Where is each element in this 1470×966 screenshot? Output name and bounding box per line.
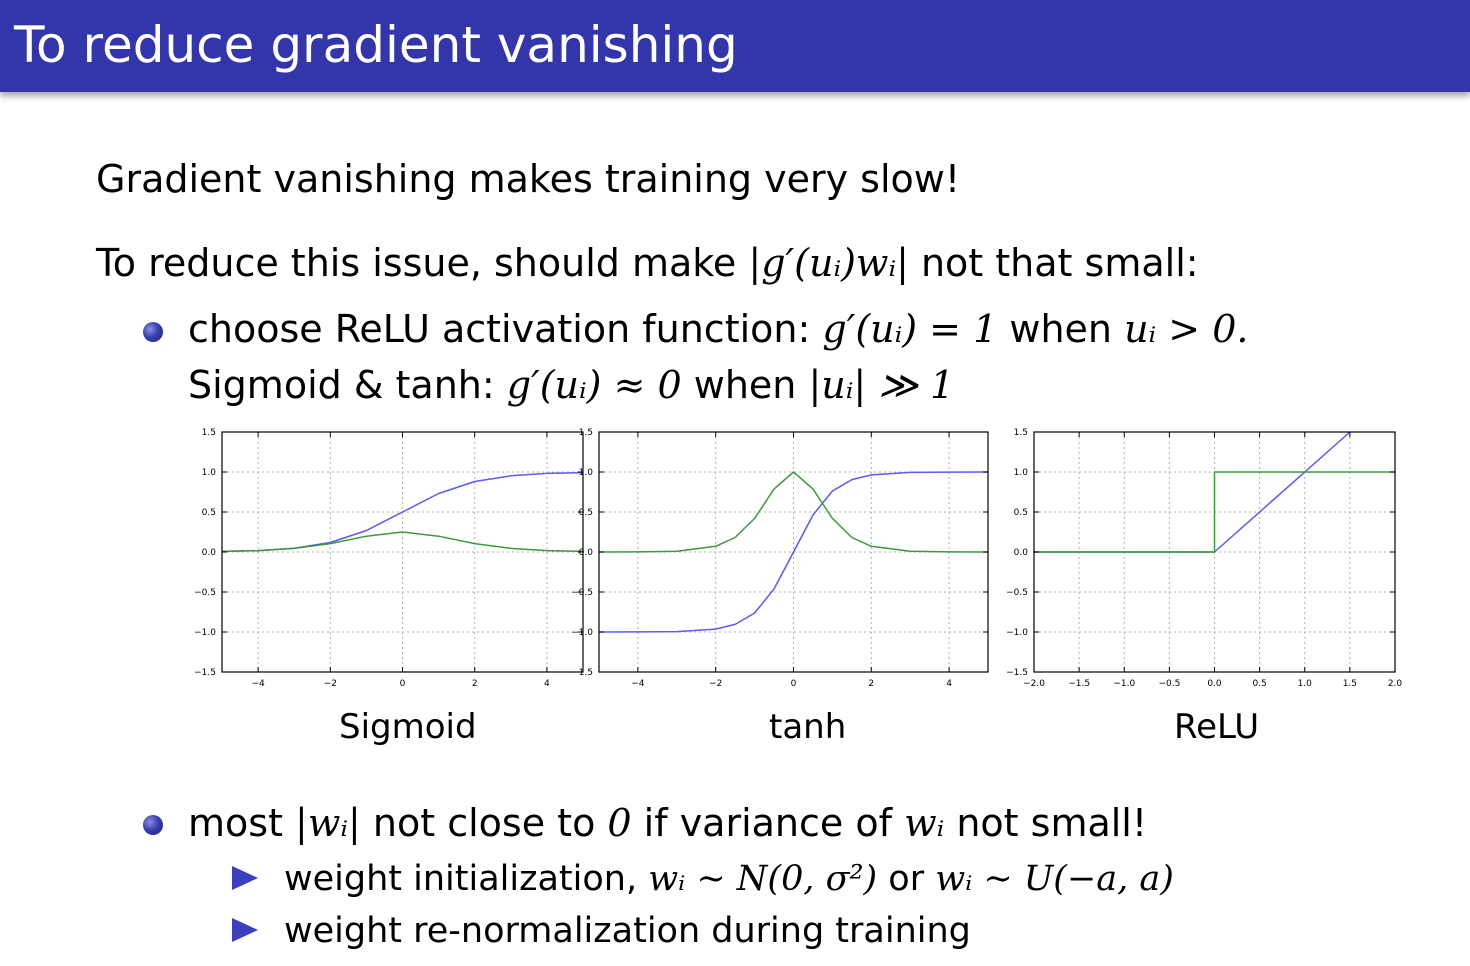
y-tick-label: 0.5 bbox=[202, 508, 216, 518]
y-tick-label: −1.5 bbox=[1006, 668, 1028, 678]
sub-1-math-a: wᵢ ∼ N(0, σ²) bbox=[648, 859, 878, 899]
x-tick-label: 0 bbox=[400, 679, 406, 689]
intro-text: Gradient vanishing makes training very s… bbox=[96, 157, 961, 201]
y-tick-label: 1.5 bbox=[579, 428, 593, 438]
x-tick-label: −2 bbox=[709, 679, 722, 689]
bullet-2-text-b: not close to bbox=[360, 801, 608, 845]
issue-suffix: not that small: bbox=[908, 241, 1199, 285]
activation-plots: −4 −2 0 2 4 1.5 1.0 0.5 0.0 −0.5 −1.0 −1.5 −4 −2 0 2 4 1.… bbox=[194, 428, 1402, 689]
y-tick-label: 0.5 bbox=[579, 508, 593, 518]
y-tick-label: −1.5 bbox=[194, 668, 216, 678]
x-tick-label: −0.5 bbox=[1158, 679, 1180, 689]
x-tick-label: 0 bbox=[791, 679, 797, 689]
plot-label-relu: ReLU bbox=[1174, 707, 1260, 747]
y-tick-label: 0.5 bbox=[1014, 508, 1028, 518]
slide-title: To reduce gradient vanishing bbox=[14, 16, 738, 74]
y-tick-label: 0.0 bbox=[202, 548, 217, 558]
chart-sigmoid: −4 −2 0 2 4 1.5 1.0 0.5 0.0 −0.5 −1.0 −1.5 bbox=[194, 428, 584, 689]
sub-bullet-arrow-icon-2 bbox=[232, 918, 258, 942]
bullet-1-math-a: g′(uᵢ) = 1 bbox=[822, 307, 998, 351]
bullet-2-text-d: not small! bbox=[944, 801, 1148, 845]
sub-bullet-1: weight initialization, wᵢ ∼ N(0, σ²) or … bbox=[284, 856, 1174, 902]
bullet-1-line-1: choose ReLU activation function: g′(uᵢ) … bbox=[188, 306, 1248, 352]
bullet-2-math-b: 0 bbox=[607, 801, 632, 845]
x-tick-label: 1.5 bbox=[1343, 679, 1357, 689]
x-tick-label: −2.0 bbox=[1023, 679, 1045, 689]
y-tick-label: 1.0 bbox=[202, 468, 217, 478]
bullet-2-line: most |wᵢ| not close to 0 if variance of … bbox=[188, 800, 1147, 846]
bullet-1-text-b: when bbox=[997, 307, 1125, 351]
sub-1-math-b: wᵢ ∼ U(−a, a) bbox=[935, 859, 1174, 899]
y-tick-label: 1.5 bbox=[202, 428, 216, 438]
x-tick-label: 2.0 bbox=[1388, 679, 1403, 689]
x-tick-label: 2 bbox=[472, 679, 478, 689]
plot-label-sigmoid: Sigmoid bbox=[339, 707, 477, 747]
series-line-green bbox=[598, 471, 989, 553]
x-tick-label: −1.0 bbox=[1113, 679, 1135, 689]
x-tick-label: 4 bbox=[544, 679, 550, 689]
bullet-1-text-d: when bbox=[681, 363, 809, 407]
series-line-green bbox=[221, 531, 584, 553]
bullet-1-math-d: |uᵢ| ≫ 1 bbox=[808, 363, 955, 407]
x-tick-label: −4 bbox=[251, 679, 265, 689]
y-tick-label: −1.5 bbox=[571, 668, 593, 678]
bullet-icon-2 bbox=[143, 815, 163, 835]
y-tick-label: −1.0 bbox=[571, 628, 593, 638]
sub-bullet-arrow-icon-1 bbox=[232, 866, 258, 890]
y-tick-label: −1.0 bbox=[1006, 628, 1028, 638]
y-tick-label: 1.0 bbox=[1014, 468, 1029, 478]
x-tick-label: 1.0 bbox=[1298, 679, 1313, 689]
issue-math: |g′(uᵢ)wᵢ| bbox=[748, 241, 909, 285]
x-tick-label: 2 bbox=[868, 679, 874, 689]
x-tick-label: −4 bbox=[631, 679, 645, 689]
y-tick-label: −1.0 bbox=[194, 628, 216, 638]
sub-2-text: weight re-normalization during training bbox=[284, 911, 971, 951]
title-bar: To reduce gradient vanishing bbox=[0, 0, 1470, 92]
y-tick-label: 1.0 bbox=[579, 468, 594, 478]
issue-prefix: To reduce this issue, should make bbox=[96, 241, 749, 285]
intro-line: Gradient vanishing makes training very s… bbox=[96, 156, 960, 202]
series-line-blue bbox=[1034, 431, 1351, 553]
y-tick-label: −0.5 bbox=[571, 588, 593, 598]
x-tick-label: −2 bbox=[324, 679, 337, 689]
x-tick-label: −1.5 bbox=[1068, 679, 1090, 689]
y-tick-label: −0.5 bbox=[194, 588, 216, 598]
y-tick-label: 1.5 bbox=[1014, 428, 1028, 438]
bullet-1-text-a: choose ReLU activation function: bbox=[188, 307, 823, 351]
issue-line: To reduce this issue, should make |g′(uᵢ… bbox=[96, 240, 1199, 286]
plot-label-tanh: tanh bbox=[769, 707, 847, 747]
bullet-icon-1 bbox=[143, 322, 163, 342]
y-tick-label: 0.0 bbox=[1014, 548, 1029, 558]
sub-1-text-a: weight initialization, bbox=[284, 859, 649, 899]
series-line-blue bbox=[598, 471, 989, 633]
x-tick-label: 0.0 bbox=[1207, 679, 1222, 689]
sub-1-text-b: or bbox=[877, 859, 936, 899]
bullet-1-math-b: uᵢ > 0. bbox=[1124, 307, 1249, 351]
bullet-1-math-c: g′(uᵢ) ≈ 0 bbox=[506, 363, 682, 407]
chart-tanh: −4 −2 0 2 4 1.5 1.0 0.5 0.0 −0.5 −1.0 −1.5 bbox=[571, 428, 989, 689]
chart-relu: −2.0 −1.5 −1.0 −0.5 0.0 0.5 1.0 1.5 2.01.51.00.5… bbox=[1006, 428, 1402, 689]
x-tick-label: 0.5 bbox=[1252, 679, 1266, 689]
y-tick-label: −0.5 bbox=[1006, 588, 1028, 598]
bullet-2-text-a: most bbox=[188, 801, 296, 845]
bullet-1-line-2: Sigmoid & tanh: g′(uᵢ) ≈ 0 when |uᵢ| ≫ 1 bbox=[188, 362, 954, 408]
bullet-2-text-c: if variance of bbox=[631, 801, 905, 845]
bullet-2-math-c: wᵢ bbox=[904, 801, 945, 845]
sub-bullet-2: weight re-normalization during training bbox=[284, 908, 971, 954]
y-tick-label: 0.0 bbox=[579, 548, 594, 558]
bullet-2-math-a: |wᵢ| bbox=[295, 801, 361, 845]
bullet-1-text-c: Sigmoid & tanh: bbox=[188, 363, 507, 407]
x-tick-label: 4 bbox=[946, 679, 952, 689]
series-line-green bbox=[1034, 471, 1395, 553]
